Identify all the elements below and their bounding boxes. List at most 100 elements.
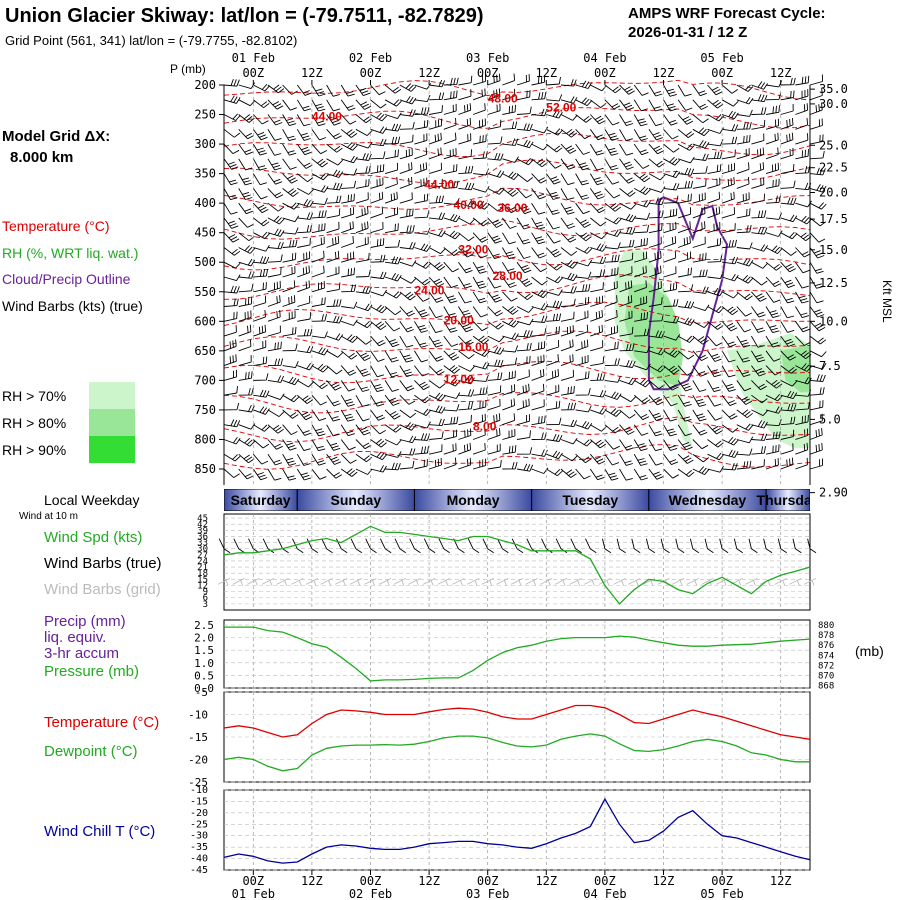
wind-barb bbox=[472, 276, 487, 289]
wind-barb bbox=[663, 468, 679, 479]
wind-barb bbox=[385, 149, 399, 160]
wind-barb bbox=[751, 291, 767, 302]
wind-barb bbox=[575, 405, 592, 413]
wind-barb bbox=[648, 297, 663, 307]
wind-barb bbox=[736, 350, 751, 363]
bottom-hour-label: 00Z bbox=[594, 874, 616, 888]
wind-barb bbox=[560, 419, 578, 428]
wind-barb bbox=[458, 389, 475, 397]
wind-barb bbox=[531, 315, 548, 323]
isotherm-line bbox=[223, 301, 811, 327]
wind-barb bbox=[238, 355, 252, 367]
wind-barb bbox=[546, 417, 562, 426]
wind-barb bbox=[252, 158, 267, 171]
wind-barb bbox=[399, 435, 417, 444]
wind-barb bbox=[663, 99, 678, 112]
wind-barb bbox=[677, 114, 694, 125]
wind-barb bbox=[238, 296, 253, 307]
grid-wind-barb bbox=[334, 578, 348, 586]
wind-barb bbox=[238, 217, 254, 228]
wind-barb bbox=[545, 247, 562, 258]
wind-barb bbox=[428, 457, 442, 470]
wind-barb bbox=[297, 394, 314, 404]
grid-wind-barb bbox=[496, 578, 509, 586]
wind-barb bbox=[751, 81, 768, 90]
wind-barb bbox=[619, 453, 634, 466]
wind-barb bbox=[736, 291, 753, 301]
wind-barb bbox=[809, 134, 824, 145]
wind-barb bbox=[516, 188, 533, 199]
pressure-tick-label: 876 bbox=[818, 641, 834, 651]
wind-barb bbox=[443, 132, 457, 145]
wind-barb bbox=[648, 197, 665, 206]
grid-wind-barb bbox=[540, 578, 553, 586]
wind-barb bbox=[707, 465, 724, 473]
wind-barb bbox=[472, 306, 488, 318]
wind-barb bbox=[370, 438, 387, 448]
wind-barb bbox=[399, 321, 414, 333]
wind-barb bbox=[677, 380, 693, 392]
wind-barb bbox=[384, 191, 398, 204]
wind-speed-line bbox=[223, 525, 811, 605]
wind-barb bbox=[765, 431, 781, 440]
wind-barb bbox=[560, 453, 578, 462]
wind-barb bbox=[516, 74, 530, 86]
model-grid-value: 8.000 km bbox=[10, 149, 73, 166]
wind-barb bbox=[399, 350, 414, 363]
wind-barb bbox=[575, 217, 591, 228]
wind-barb bbox=[736, 448, 753, 456]
wind-barb bbox=[238, 202, 253, 215]
wind-barb bbox=[634, 346, 651, 354]
wind-barb bbox=[721, 306, 739, 316]
wind-barb bbox=[648, 236, 662, 248]
wind-barb bbox=[399, 225, 415, 234]
wind-barb bbox=[267, 393, 285, 401]
wind-barb bbox=[736, 306, 752, 317]
wind-barb bbox=[751, 306, 766, 318]
wind-barb bbox=[487, 372, 503, 381]
wind-barb bbox=[428, 392, 446, 402]
wind-barb bbox=[443, 457, 457, 470]
wind-barb bbox=[707, 99, 724, 109]
wind-barb bbox=[751, 350, 766, 363]
isotherm-label: 44.00 bbox=[312, 109, 342, 123]
wind-barb bbox=[516, 430, 531, 440]
wind-barb bbox=[487, 459, 502, 470]
pressure-tick-label: 868 bbox=[818, 681, 834, 691]
wind-barb bbox=[487, 217, 503, 228]
wind-barb bbox=[340, 380, 356, 392]
wind-barb bbox=[267, 99, 284, 110]
true-wind-barb bbox=[467, 538, 480, 554]
wind-tick-label: 24 bbox=[197, 557, 208, 567]
wind-barb bbox=[282, 376, 300, 386]
wind-barb bbox=[575, 310, 589, 322]
wind-barb bbox=[223, 158, 239, 170]
wind-barb bbox=[677, 453, 694, 464]
wind-barb bbox=[414, 177, 428, 189]
wind-barb bbox=[326, 453, 342, 465]
wind-barb bbox=[663, 380, 679, 391]
wind-barb bbox=[619, 439, 634, 451]
pressure-tick-label: 200 bbox=[194, 78, 216, 92]
true-wind-barb bbox=[733, 538, 743, 554]
wind-barb bbox=[399, 83, 417, 92]
wind-barb bbox=[619, 468, 633, 481]
wind-barb bbox=[560, 188, 575, 201]
wind-barb bbox=[414, 210, 430, 219]
wind-barb bbox=[692, 140, 710, 149]
temperature-line bbox=[223, 704, 811, 740]
wind-barb bbox=[604, 408, 622, 417]
wind-barb bbox=[516, 369, 530, 381]
wind-barb bbox=[516, 318, 534, 326]
wind-barb bbox=[429, 212, 446, 220]
wind-barb bbox=[282, 202, 300, 210]
wind-barb bbox=[458, 75, 473, 86]
wind-barb bbox=[809, 458, 823, 470]
wind-barb bbox=[619, 360, 636, 368]
wind-barb bbox=[282, 343, 298, 352]
wind-barb bbox=[341, 193, 355, 204]
wind-barb bbox=[414, 380, 430, 391]
wind-barb bbox=[428, 291, 444, 303]
wind-barb bbox=[487, 306, 504, 317]
wind-barb bbox=[472, 74, 486, 86]
